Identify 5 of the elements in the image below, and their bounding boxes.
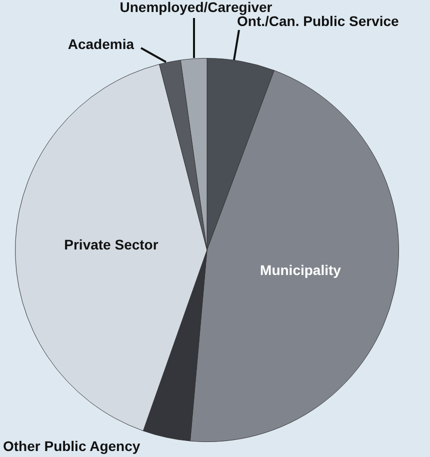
slice-label: Municipality bbox=[260, 262, 342, 278]
slice-label: Other Public Agency bbox=[3, 438, 140, 454]
slice-label: Unemployed/Caregiver bbox=[120, 0, 273, 15]
slice-label: Academia bbox=[68, 36, 134, 52]
slice-label: Private Sector bbox=[64, 236, 159, 253]
